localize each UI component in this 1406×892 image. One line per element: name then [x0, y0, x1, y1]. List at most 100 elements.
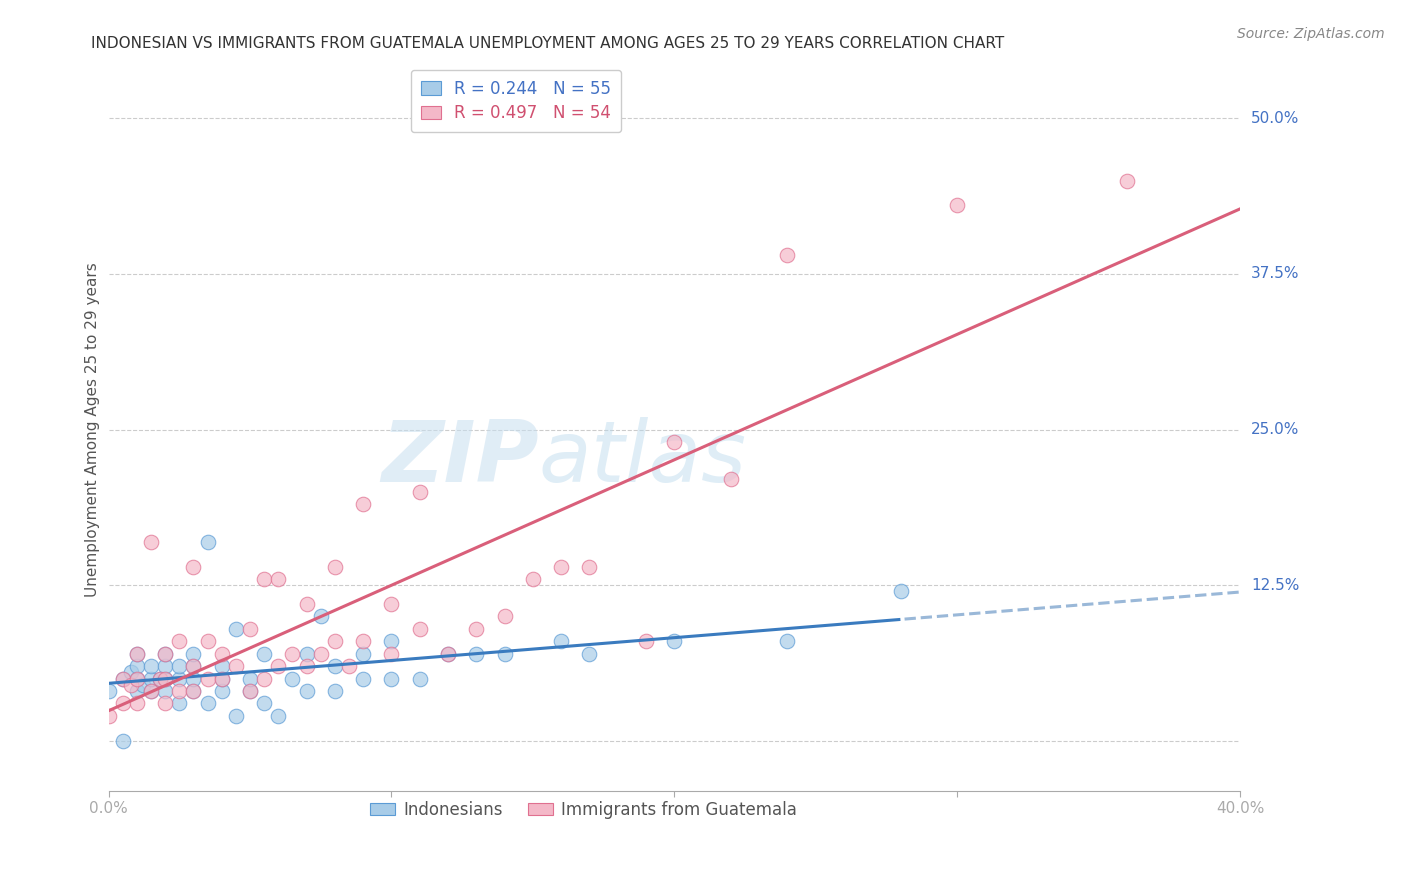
Point — [239, 672, 262, 686]
Point — [380, 672, 402, 686]
Point — [550, 634, 572, 648]
Point — [183, 684, 205, 698]
Point — [578, 559, 600, 574]
Point — [197, 534, 219, 549]
Point — [111, 733, 134, 747]
Point — [409, 484, 432, 499]
Point — [125, 672, 148, 686]
Point — [664, 435, 686, 450]
Point — [309, 647, 332, 661]
Point — [225, 622, 247, 636]
Point — [323, 659, 346, 673]
Point — [153, 697, 176, 711]
Point — [1115, 173, 1137, 187]
Text: 50.0%: 50.0% — [1251, 111, 1299, 126]
Point — [169, 697, 191, 711]
Point — [253, 672, 276, 686]
Point — [380, 634, 402, 648]
Point — [153, 647, 176, 661]
Text: Source: ZipAtlas.com: Source: ZipAtlas.com — [1237, 27, 1385, 41]
Text: atlas: atlas — [538, 417, 747, 500]
Text: ZIP: ZIP — [381, 417, 538, 500]
Point — [380, 647, 402, 661]
Point — [211, 672, 233, 686]
Point — [776, 248, 799, 262]
Point — [352, 672, 374, 686]
Point — [494, 647, 516, 661]
Point — [169, 684, 191, 698]
Point — [139, 659, 162, 673]
Point — [169, 634, 191, 648]
Point — [169, 672, 191, 686]
Point — [494, 609, 516, 624]
Point — [946, 198, 969, 212]
Point — [183, 559, 205, 574]
Point — [139, 672, 162, 686]
Point — [295, 659, 318, 673]
Point — [281, 672, 304, 686]
Point — [183, 672, 205, 686]
Point — [239, 622, 262, 636]
Point — [211, 647, 233, 661]
Point — [197, 672, 219, 686]
Point — [890, 584, 912, 599]
Point — [197, 697, 219, 711]
Point — [437, 647, 460, 661]
Point — [125, 647, 148, 661]
Point — [111, 672, 134, 686]
Point — [409, 672, 432, 686]
Point — [295, 684, 318, 698]
Point — [183, 647, 205, 661]
Point — [125, 647, 148, 661]
Point — [295, 597, 318, 611]
Point — [153, 647, 176, 661]
Point — [148, 672, 170, 686]
Point — [239, 684, 262, 698]
Text: 12.5%: 12.5% — [1251, 578, 1299, 592]
Point — [125, 672, 148, 686]
Point — [352, 647, 374, 661]
Point — [153, 684, 176, 698]
Text: INDONESIAN VS IMMIGRANTS FROM GUATEMALA UNEMPLOYMENT AMONG AGES 25 TO 29 YEARS C: INDONESIAN VS IMMIGRANTS FROM GUATEMALA … — [91, 36, 1005, 51]
Point — [323, 684, 346, 698]
Point — [309, 609, 332, 624]
Point — [267, 572, 290, 586]
Point — [352, 497, 374, 511]
Point — [267, 659, 290, 673]
Point — [225, 659, 247, 673]
Point — [281, 647, 304, 661]
Point — [111, 697, 134, 711]
Point — [139, 684, 162, 698]
Point — [522, 572, 544, 586]
Point — [253, 697, 276, 711]
Point — [634, 634, 657, 648]
Point — [239, 684, 262, 698]
Point — [380, 597, 402, 611]
Text: 37.5%: 37.5% — [1251, 267, 1299, 282]
Y-axis label: Unemployment Among Ages 25 to 29 years: Unemployment Among Ages 25 to 29 years — [86, 262, 100, 597]
Point — [409, 622, 432, 636]
Point — [125, 684, 148, 698]
Point — [323, 634, 346, 648]
Point — [183, 659, 205, 673]
Text: 25.0%: 25.0% — [1251, 422, 1299, 437]
Point — [153, 672, 176, 686]
Point — [776, 634, 799, 648]
Point — [225, 709, 247, 723]
Point — [465, 622, 488, 636]
Point — [437, 647, 460, 661]
Point — [664, 634, 686, 648]
Point — [323, 559, 346, 574]
Point — [352, 634, 374, 648]
Point — [120, 678, 142, 692]
Point — [550, 559, 572, 574]
Point — [139, 684, 162, 698]
Point — [153, 659, 176, 673]
Point — [578, 647, 600, 661]
Point — [125, 697, 148, 711]
Point — [720, 472, 742, 486]
Point — [120, 665, 142, 680]
Point — [148, 672, 170, 686]
Legend: Indonesians, Immigrants from Guatemala: Indonesians, Immigrants from Guatemala — [364, 794, 804, 826]
Point — [465, 647, 488, 661]
